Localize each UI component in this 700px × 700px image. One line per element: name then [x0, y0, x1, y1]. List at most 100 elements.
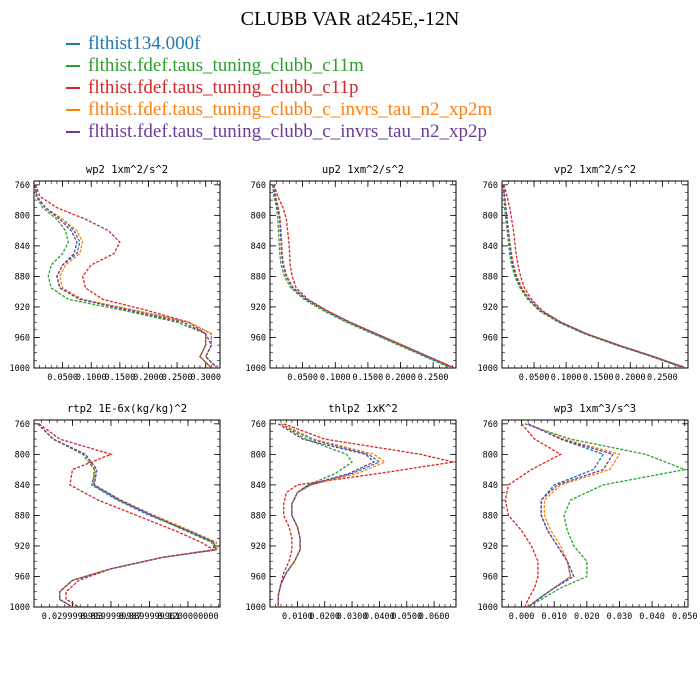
- legend-label: flthist.fdef.taus_tuning_clubb_c11p: [88, 77, 359, 98]
- plot-frame: [269, 180, 457, 369]
- legend-line-swatch: [66, 87, 80, 89]
- y-tick-label: 1000: [10, 364, 30, 374]
- y-tick-label: 760: [483, 420, 498, 430]
- x-tick-label: 0.0500: [47, 373, 78, 383]
- x-tick-label: 0.0500: [287, 373, 318, 383]
- legend-label: flthist.fdef.taus_tuning_clubb_c_invrs_t…: [88, 121, 487, 142]
- y-tick-label: 880: [483, 272, 498, 282]
- y-tick-label: 840: [15, 242, 30, 252]
- series-line: [34, 184, 218, 368]
- y-tick-label: 920: [251, 303, 266, 313]
- y-tick-label: 840: [483, 481, 498, 491]
- series-line: [502, 184, 686, 368]
- panel-title: wp3 1xm^3/s^3: [554, 403, 636, 415]
- plot-frame: [33, 419, 221, 608]
- y-tick-label: 1000: [246, 603, 266, 613]
- y-tick-label: 840: [251, 242, 266, 252]
- x-tick-label: 0.0500: [391, 612, 422, 622]
- series-line: [503, 184, 687, 368]
- y-tick-label: 960: [251, 333, 266, 343]
- y-tick-label: 840: [15, 481, 30, 491]
- y-tick-label: 920: [483, 303, 498, 313]
- x-tick-label: 0.2000: [385, 373, 416, 383]
- x-tick-label: 0.030: [607, 612, 633, 622]
- y-tick-label: 760: [251, 420, 266, 430]
- series-line: [277, 423, 376, 607]
- series-line: [502, 184, 686, 368]
- x-tick-label: 0.000: [509, 612, 535, 622]
- x-tick-label: 0.040: [639, 612, 665, 622]
- panel-title: rtp2 1E-6x(kg/kg)^2: [67, 403, 187, 415]
- series-line: [34, 184, 212, 368]
- panel-title: wp2 1xm^2/s^2: [86, 164, 168, 176]
- x-tick-label: 0.1000: [76, 373, 107, 383]
- x-tick-label: 0.2500: [647, 373, 678, 383]
- panel-title: thlp2 1xK^2: [328, 403, 398, 415]
- x-tick-label: 0.1500: [353, 373, 384, 383]
- y-tick-label: 880: [15, 272, 30, 282]
- series-line: [277, 423, 454, 607]
- legend-line-swatch: [66, 65, 80, 67]
- x-tick-label: 0.0300: [337, 612, 368, 622]
- x-tick-label: 0.0500: [519, 373, 550, 383]
- x-tick-label: 0.050: [672, 612, 698, 622]
- x-tick-label: 0.010: [541, 612, 567, 622]
- series-line: [35, 184, 212, 368]
- plot-frame: [269, 419, 457, 608]
- x-tick-label: 0.020: [574, 612, 600, 622]
- y-tick-label: 960: [483, 572, 498, 582]
- x-tick-label: 0.2500: [418, 373, 449, 383]
- y-tick-label: 800: [15, 211, 30, 221]
- y-tick-label: 880: [251, 511, 266, 521]
- x-tick-label: 0.1000: [320, 373, 351, 383]
- plot-frame: [501, 419, 689, 608]
- series-line: [277, 423, 387, 607]
- panel-title: vp2 1xm^2/s^2: [554, 164, 636, 176]
- y-tick-label: 800: [251, 450, 266, 460]
- y-tick-label: 1000: [246, 364, 266, 374]
- y-tick-label: 920: [15, 542, 30, 552]
- figure-title: CLUBB VAR at245E,-12N: [240, 8, 460, 30]
- series-line: [37, 423, 219, 607]
- x-tick-label: 0.1200000000: [157, 612, 218, 622]
- y-tick-label: 960: [251, 572, 266, 582]
- y-tick-label: 760: [251, 181, 266, 191]
- x-tick-label: 0.0899999961: [119, 612, 180, 622]
- series-line: [37, 423, 218, 607]
- series-line: [272, 184, 454, 368]
- series-line: [34, 184, 218, 368]
- x-tick-label: 0.2500: [162, 373, 193, 383]
- y-tick-label: 840: [483, 242, 498, 252]
- x-tick-label: 0.1000: [551, 373, 582, 383]
- series-line: [271, 184, 452, 368]
- series-line: [37, 423, 215, 607]
- y-tick-label: 800: [15, 450, 30, 460]
- series-line: [38, 423, 216, 607]
- y-tick-label: 880: [483, 511, 498, 521]
- y-tick-label: 800: [483, 450, 498, 460]
- series-line: [37, 423, 218, 607]
- y-tick-label: 880: [251, 272, 266, 282]
- y-tick-label: 960: [15, 572, 30, 582]
- y-tick-label: 920: [15, 303, 30, 313]
- legend-line-swatch: [66, 109, 80, 111]
- y-tick-label: 760: [15, 181, 30, 191]
- plot-frame: [33, 180, 221, 369]
- x-tick-label: 0.0400: [364, 612, 395, 622]
- series-line: [502, 184, 686, 368]
- x-tick-label: 0.2000: [133, 373, 164, 383]
- y-tick-label: 960: [15, 333, 30, 343]
- x-tick-label: 0.0299999993: [42, 612, 103, 622]
- y-tick-label: 760: [483, 181, 498, 191]
- y-tick-label: 840: [251, 481, 266, 491]
- y-tick-label: 920: [251, 542, 266, 552]
- x-tick-label: 0.3000: [190, 373, 221, 383]
- y-tick-label: 960: [483, 333, 498, 343]
- legend-line-swatch: [66, 43, 80, 45]
- x-tick-label: 0.0100: [282, 612, 313, 622]
- x-tick-label: 0.0600: [419, 612, 450, 622]
- x-tick-label: 0.2000: [615, 373, 646, 383]
- series-line: [272, 184, 455, 368]
- series-line: [34, 184, 218, 368]
